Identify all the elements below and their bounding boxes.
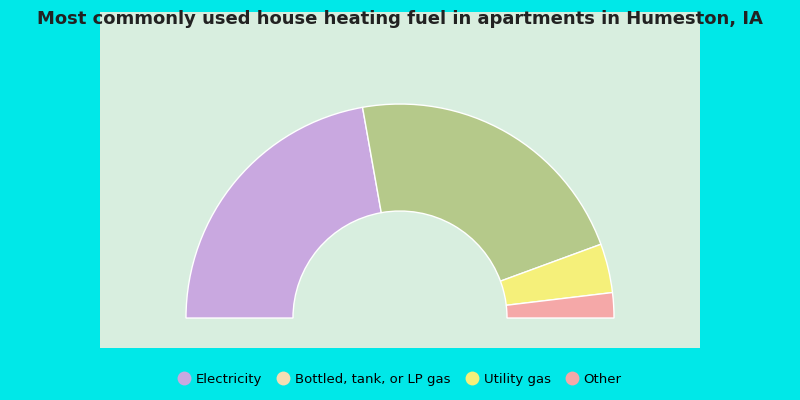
Polygon shape: [100, 12, 700, 348]
Wedge shape: [186, 107, 382, 318]
Legend: Electricity, Bottled, tank, or LP gas, Utility gas, Other: Electricity, Bottled, tank, or LP gas, U…: [174, 368, 626, 392]
Wedge shape: [506, 292, 614, 318]
Wedge shape: [362, 104, 601, 281]
Wedge shape: [501, 244, 613, 305]
Text: Most commonly used house heating fuel in apartments in Humeston, IA: Most commonly used house heating fuel in…: [37, 10, 763, 28]
